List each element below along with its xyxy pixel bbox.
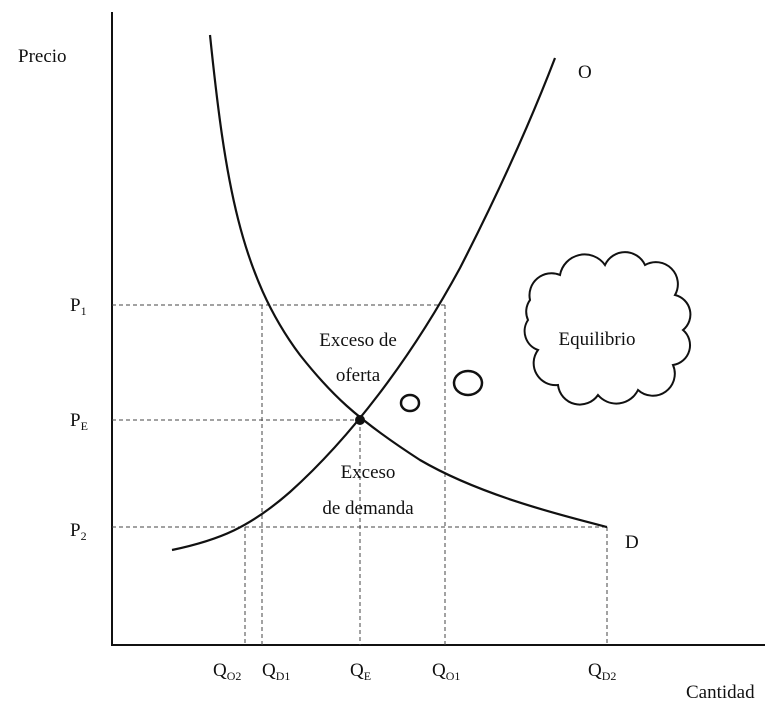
demand-label: D bbox=[625, 532, 639, 553]
quantity-label: QO1 bbox=[432, 660, 460, 683]
demand-curve bbox=[208, 34, 608, 529]
guide-lines bbox=[112, 304, 608, 645]
thought-bubble-small bbox=[399, 393, 421, 413]
quantity-label: QE bbox=[350, 660, 371, 683]
equilibrium-point bbox=[355, 415, 365, 425]
x-axis-label: Cantidad bbox=[686, 682, 755, 702]
supply-label: O bbox=[578, 62, 592, 83]
quantity-label: QO2 bbox=[213, 660, 241, 683]
thought-cloud bbox=[523, 251, 692, 406]
thought-bubble-medium bbox=[452, 369, 484, 397]
supply-curve bbox=[171, 57, 557, 552]
price-label: P1 bbox=[70, 295, 87, 318]
annotation: Exceso bbox=[341, 462, 396, 483]
annotation: de demanda bbox=[322, 498, 414, 519]
quantity-label: QD2 bbox=[588, 660, 616, 683]
annotation: Exceso de bbox=[319, 330, 397, 351]
price-label: PE bbox=[70, 410, 88, 433]
annotation: oferta bbox=[336, 365, 381, 386]
price-label: P2 bbox=[70, 520, 87, 543]
quantity-label: QD1 bbox=[262, 660, 290, 683]
y-axis-label: Precio bbox=[18, 46, 67, 67]
thought-text: Equilibrio bbox=[558, 329, 635, 350]
